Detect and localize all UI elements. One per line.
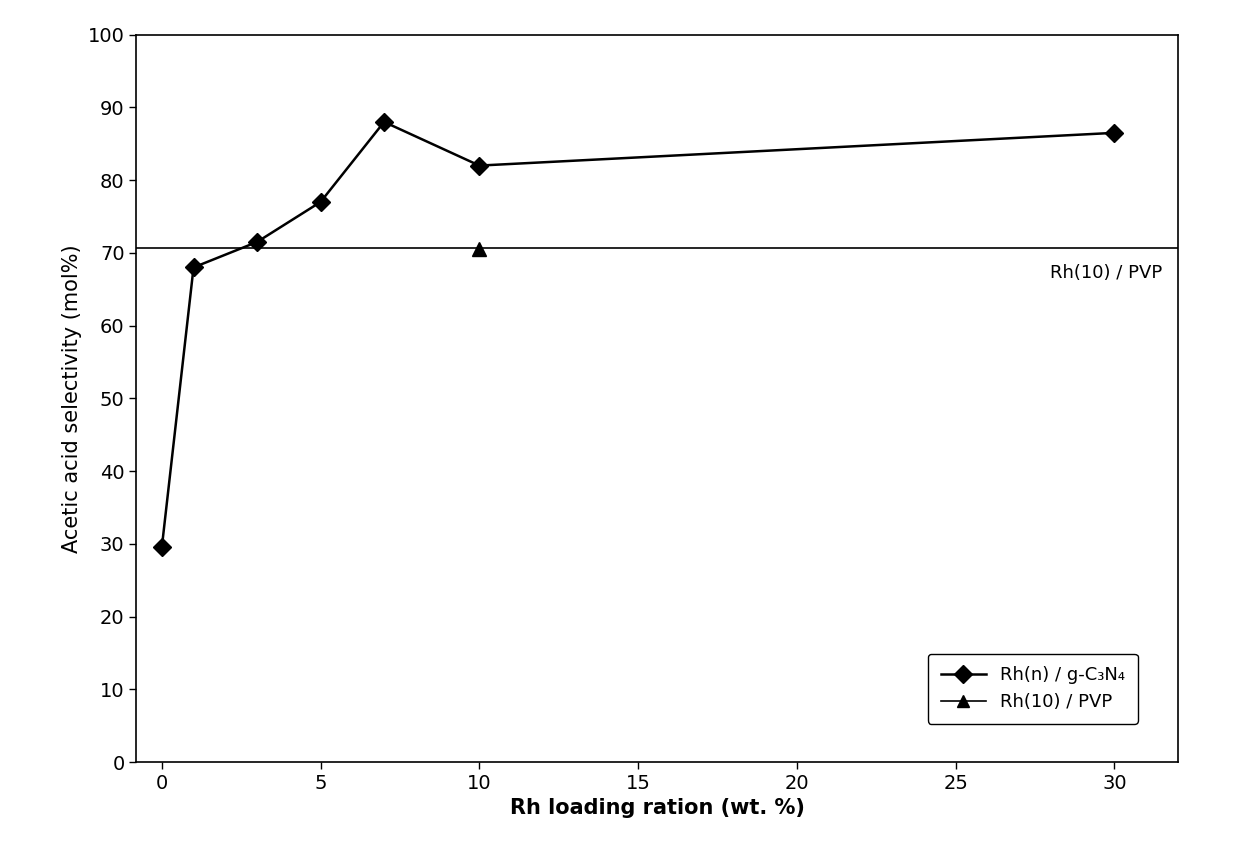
Rh(n) / g-C₃N₄ — [186, 262, 201, 273]
Rh(n) / g-C₃N₄ — [472, 160, 487, 171]
Rh(n) / g-C₃N₄ — [154, 542, 169, 553]
Rh(n) / g-C₃N₄ — [1107, 127, 1122, 138]
Line: Rh(n) / g-C₃N₄: Rh(n) / g-C₃N₄ — [155, 116, 1121, 553]
Legend: Rh(n) / g-C₃N₄, Rh(10) / PVP: Rh(n) / g-C₃N₄, Rh(10) / PVP — [928, 654, 1138, 724]
Rh(n) / g-C₃N₄ — [249, 236, 264, 247]
Rh(n) / g-C₃N₄ — [314, 197, 329, 207]
Rh(n) / g-C₃N₄ — [377, 117, 392, 127]
Text: Rh(10) / PVP: Rh(10) / PVP — [1050, 264, 1162, 281]
X-axis label: Rh loading ration (wt. %): Rh loading ration (wt. %) — [510, 798, 805, 818]
Y-axis label: Acetic acid selectivity (mol%): Acetic acid selectivity (mol%) — [62, 244, 82, 553]
